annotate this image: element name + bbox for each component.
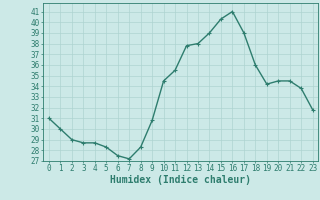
X-axis label: Humidex (Indice chaleur): Humidex (Indice chaleur) <box>110 175 251 185</box>
